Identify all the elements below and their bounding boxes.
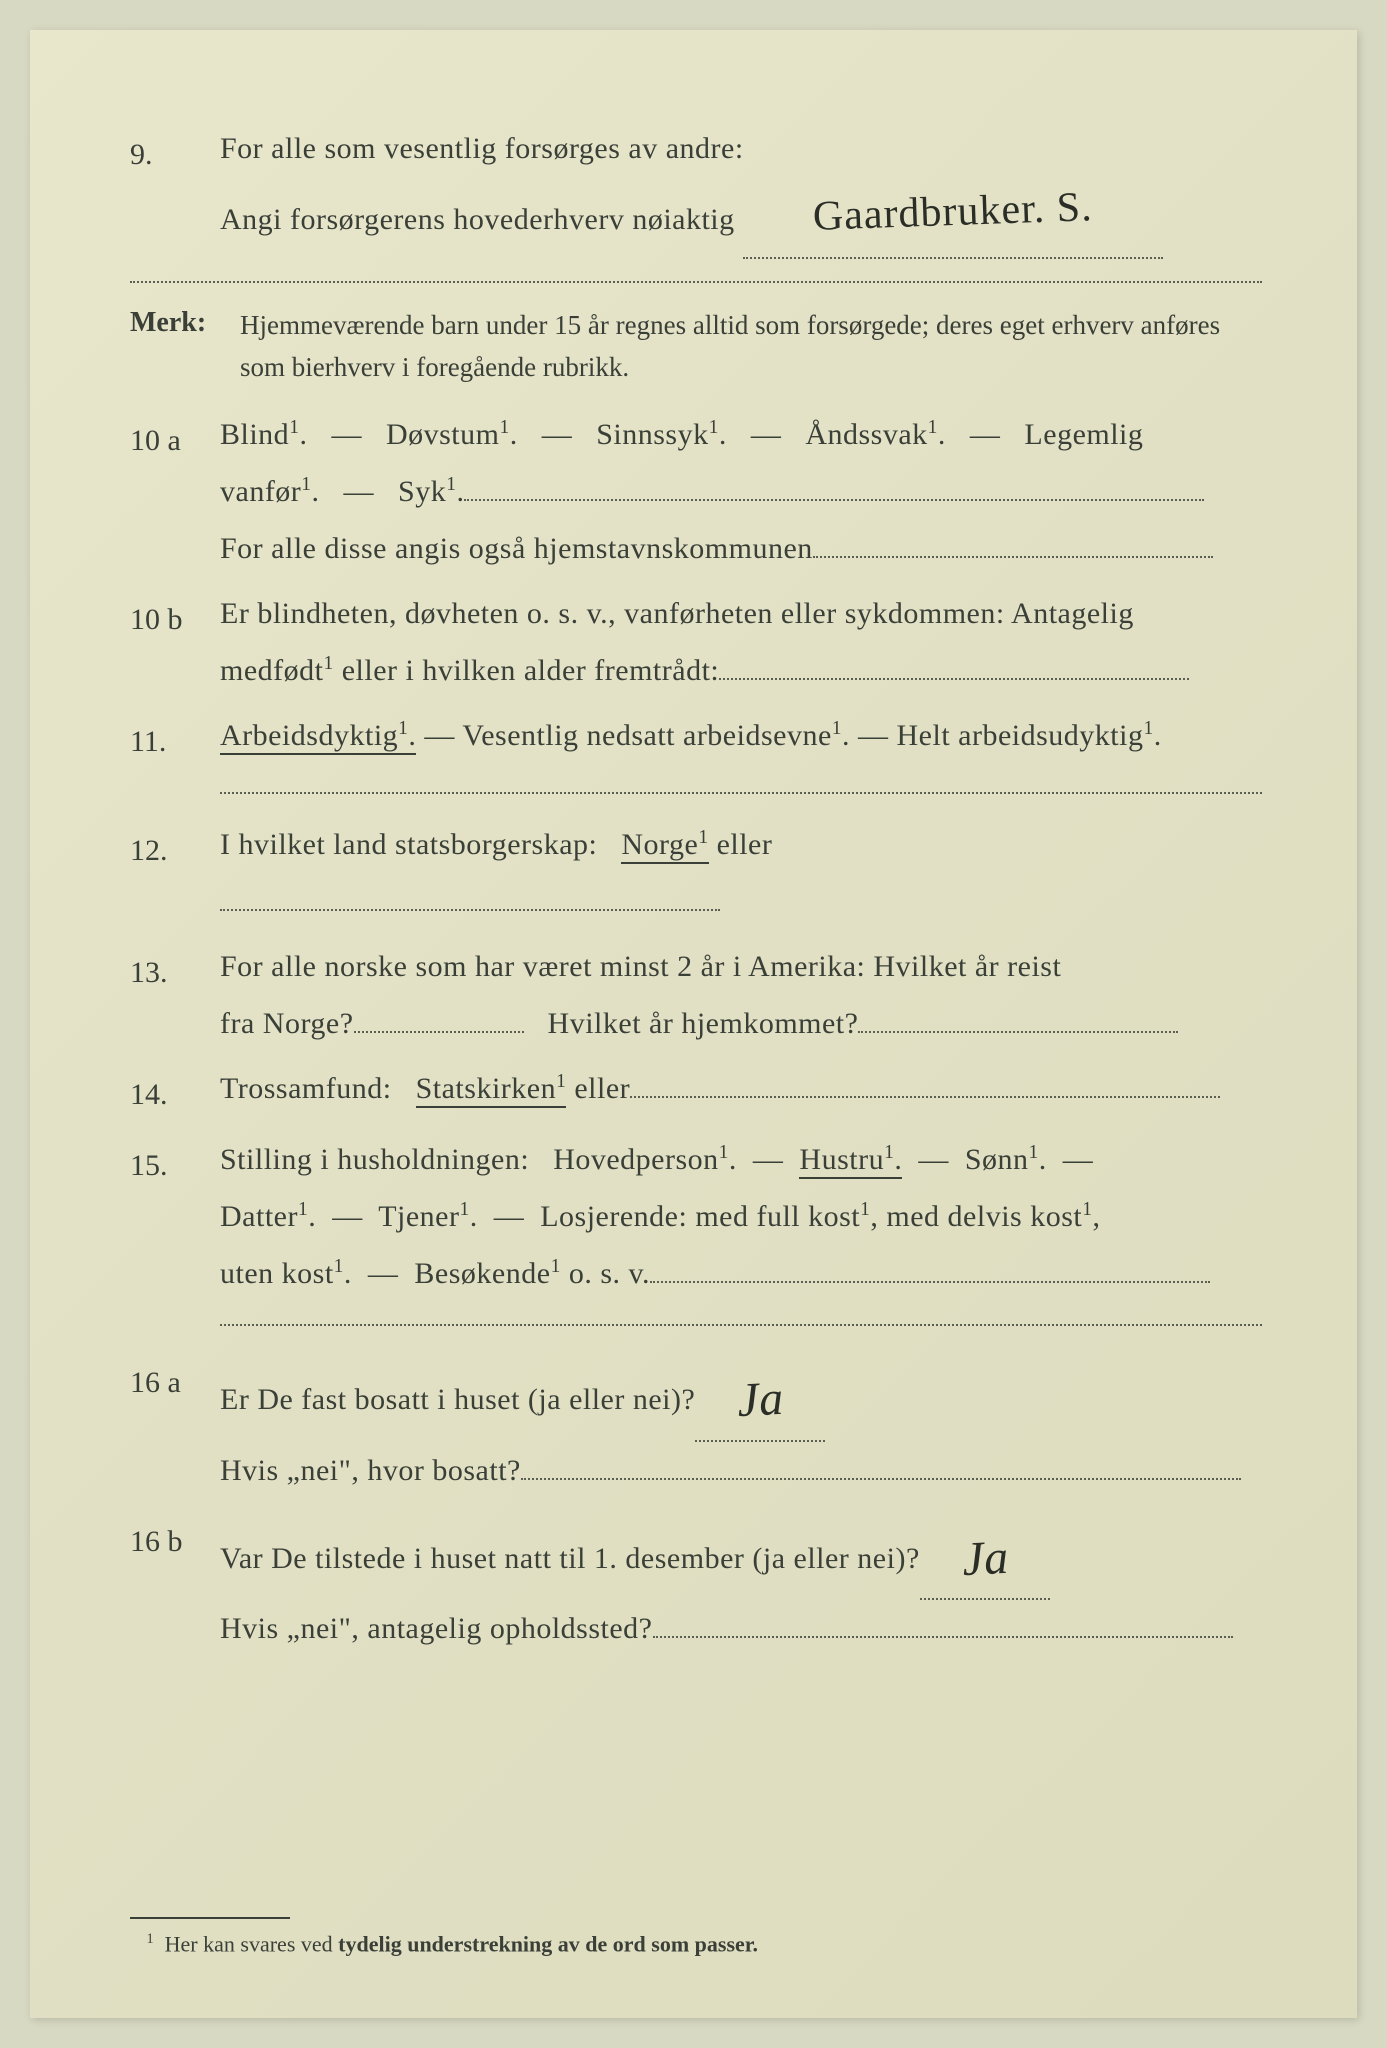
q16b-handwritten: Ja [960,1512,1011,1605]
q15-tjener: Tjener [378,1200,459,1233]
question-14: 14. Trossamfund: Statskirken1 eller [130,1060,1262,1123]
q10a-opt1: Blind [220,418,289,451]
q12-text-a: I hvilket land statsborgerskap: [220,828,597,861]
q15-blank[interactable] [650,1281,1210,1283]
q11-opt2: Vesentlig nedsatt arbeidsevne [462,719,831,752]
q14-text-b: eller [574,1072,630,1105]
q15-hovedperson: Hovedperson [553,1143,718,1176]
q15-number: 15. [130,1131,220,1194]
divider-3 [220,1324,1262,1326]
q12-text-b: eller [717,828,773,861]
question-10b: 10 b Er blindheten, døvheten o. s. v., v… [130,585,1262,699]
q13-body: For alle norske som har været minst 2 år… [220,938,1262,1052]
q16b-answer-field[interactable]: Ja [920,1507,1050,1600]
q10b-line2b: eller i hvilken alder fremtrådt: [342,654,720,687]
q16b-blank[interactable] [653,1636,1233,1638]
merk-note: Merk: Hjemmeværende barn under 15 år reg… [130,305,1262,389]
footnote-marker: 1 [147,1931,154,1947]
question-15: 15. Stilling i husholdningen: Hovedperso… [130,1131,1262,1302]
q10a-line3: For alle disse angis også hjemstavnskomm… [220,532,813,565]
question-9: 9. For alle som vesentlig forsørges av a… [130,120,1262,259]
q10a-syk: Syk [398,475,446,508]
q10a-body: Blind1. — Døvstum1. — Sinnssyk1. — Åndss… [220,406,1262,577]
q11-opt3: Helt arbeidsudyktig [897,719,1144,752]
q9-handwritten: Gaardbruker. S. [811,168,1093,258]
q16a-answer-field[interactable]: Ja [695,1348,825,1441]
q16a-blank[interactable] [521,1478,1241,1480]
q13-line2a: fra Norge? [220,1007,354,1040]
census-form-page: 9. For alle som vesentlig forsørges av a… [30,30,1357,2018]
footnote-rule [130,1917,290,1919]
q11-body: Arbeidsdyktig1. — Vesentlig nedsatt arbe… [220,707,1262,764]
question-16a: 16 a Er De fast bosatt i huset (ja eller… [130,1348,1262,1498]
q10b-blank[interactable] [719,678,1189,680]
q10b-medfodt: medfødt [220,654,323,687]
merk-label: Merk: [130,305,240,339]
q10a-number: 10 a [130,406,220,469]
q11-number: 11. [130,707,220,770]
q16b-number: 16 b [130,1507,220,1570]
question-11: 11. Arbeidsdyktig1. — Vesentlig nedsatt … [130,707,1262,770]
q10a-vanfor: vanfør [220,475,301,508]
q12-norge-underlined: Norge1 [621,828,708,864]
q15-besok: Besøkende [414,1257,550,1290]
q15-datter: Datter [220,1200,298,1233]
footnote-text: Her kan svares ved tydelig understreknin… [165,1931,758,1956]
q15-uten: uten kost [220,1257,334,1290]
q16a-number: 16 a [130,1348,220,1411]
q10a-blank-2[interactable] [813,556,1213,558]
q15-delvis: med delvis kost [886,1200,1082,1233]
question-12: 12. I hvilket land statsborgerskap: Norg… [130,816,1262,930]
q16a-line1: Er De fast bosatt i huset (ja eller nei)… [220,1383,695,1416]
q13-blank-2[interactable] [858,1031,1178,1033]
q12-body: I hvilket land statsborgerskap: Norge1 e… [220,816,1262,930]
q12-number: 12. [130,816,220,879]
question-13: 13. For alle norske som har været minst … [130,938,1262,1052]
q13-blank-1[interactable] [354,1031,524,1033]
q9-number: 9. [130,120,220,183]
q10a-opt5: Legemlig [1024,418,1143,451]
q9-body: For alle som vesentlig forsørges av andr… [220,120,1262,259]
q10b-body: Er blindheten, døvheten o. s. v., vanfør… [220,585,1262,699]
q16b-body: Var De tilstede i huset natt til 1. dese… [220,1507,1262,1657]
divider-2 [220,792,1262,794]
q9-line2-prefix: Angi forsørgerens hovederhverv nøiaktig [220,203,735,236]
q12-blank[interactable] [220,909,720,911]
q10a-opt4: Åndssvak [805,418,927,451]
q14-statskirken-underlined: Statskirken1 [416,1072,567,1108]
q14-number: 14. [130,1060,220,1123]
merk-text: Hjemmeværende barn under 15 år regnes al… [240,305,1262,389]
q16a-line2: Hvis „nei", hvor bosatt? [220,1454,521,1487]
q13-number: 13. [130,938,220,1001]
q10a-opt2: Døvstum [386,418,500,451]
q15-body: Stilling i husholdningen: Hovedperson1. … [220,1131,1262,1302]
footnote: 1 Her kan svares ved tydelig understrekn… [130,1931,1262,1957]
q13-line2b: Hvilket år hjemkommet? [548,1007,859,1040]
q15-hustru-underlined: Hustru1. [799,1143,902,1179]
q16b-line2: Hvis „nei", antagelig opholdssted? [220,1612,653,1645]
q13-line1: For alle norske som har været minst 2 år… [220,950,1061,983]
q15-text-a: Stilling i husholdningen: [220,1143,529,1176]
question-10a: 10 a Blind1. — Døvstum1. — Sinnssyk1. — … [130,406,1262,577]
q10a-blank-1[interactable] [464,499,1204,501]
q9-line1: For alle som vesentlig forsørges av andr… [220,132,744,165]
divider-1 [130,281,1262,283]
q11-opt1-underlined: Arbeidsdyktig1. [220,719,416,755]
q10b-line1: Er blindheten, døvheten o. s. v., vanfør… [220,597,1134,630]
q14-blank[interactable] [630,1096,1220,1098]
question-16b: 16 b Var De tilstede i huset natt til 1.… [130,1507,1262,1657]
q14-body: Trossamfund: Statskirken1 eller [220,1060,1262,1117]
q16a-handwritten: Ja [735,1353,786,1446]
q15-sonn: Sønn [965,1143,1029,1176]
q16b-line1: Var De tilstede i huset natt til 1. dese… [220,1542,920,1575]
q10b-number: 10 b [130,585,220,648]
q15-osv: o. s. v. [569,1257,650,1290]
q10a-opt3: Sinnssyk [596,418,708,451]
q16a-body: Er De fast bosatt i huset (ja eller nei)… [220,1348,1262,1498]
q9-answer-field[interactable]: Gaardbruker. S. [743,177,1163,259]
q15-losj: Losjerende: med full kost [540,1200,860,1233]
q14-text-a: Trossamfund: [220,1072,392,1105]
